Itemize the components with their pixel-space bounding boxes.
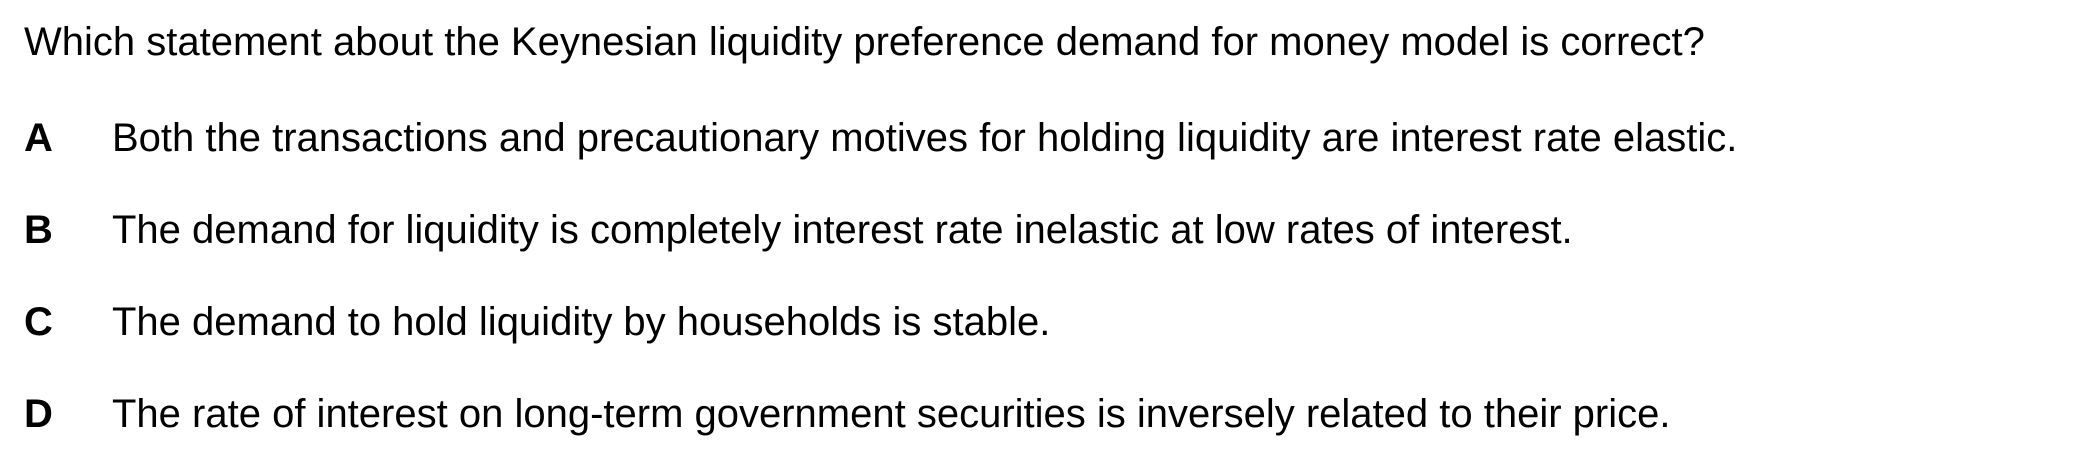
option-d-text: The rate of interest on long-term govern…	[112, 392, 1671, 436]
question-text: Which statement about the Keynesian liqu…	[24, 20, 1705, 64]
option-d: D The rate of interest on long-term gove…	[0, 384, 2100, 476]
option-a-text: Both the transactions and precautionary …	[112, 116, 1738, 160]
option-c-text: The demand to hold liquidity by househol…	[112, 300, 1051, 344]
option-a: A Both the transactions and precautionar…	[0, 108, 2100, 200]
option-b-text: The demand for liquidity is completely i…	[112, 208, 1573, 252]
option-c: C The demand to hold liquidity by househ…	[0, 292, 2100, 384]
option-b-letter: B	[24, 208, 53, 252]
option-a-letter: A	[24, 116, 53, 160]
option-d-letter: D	[24, 392, 53, 436]
option-c-letter: C	[24, 300, 53, 344]
answer-options: A Both the transactions and precautionar…	[0, 108, 2100, 476]
option-b: B The demand for liquidity is completely…	[0, 200, 2100, 292]
